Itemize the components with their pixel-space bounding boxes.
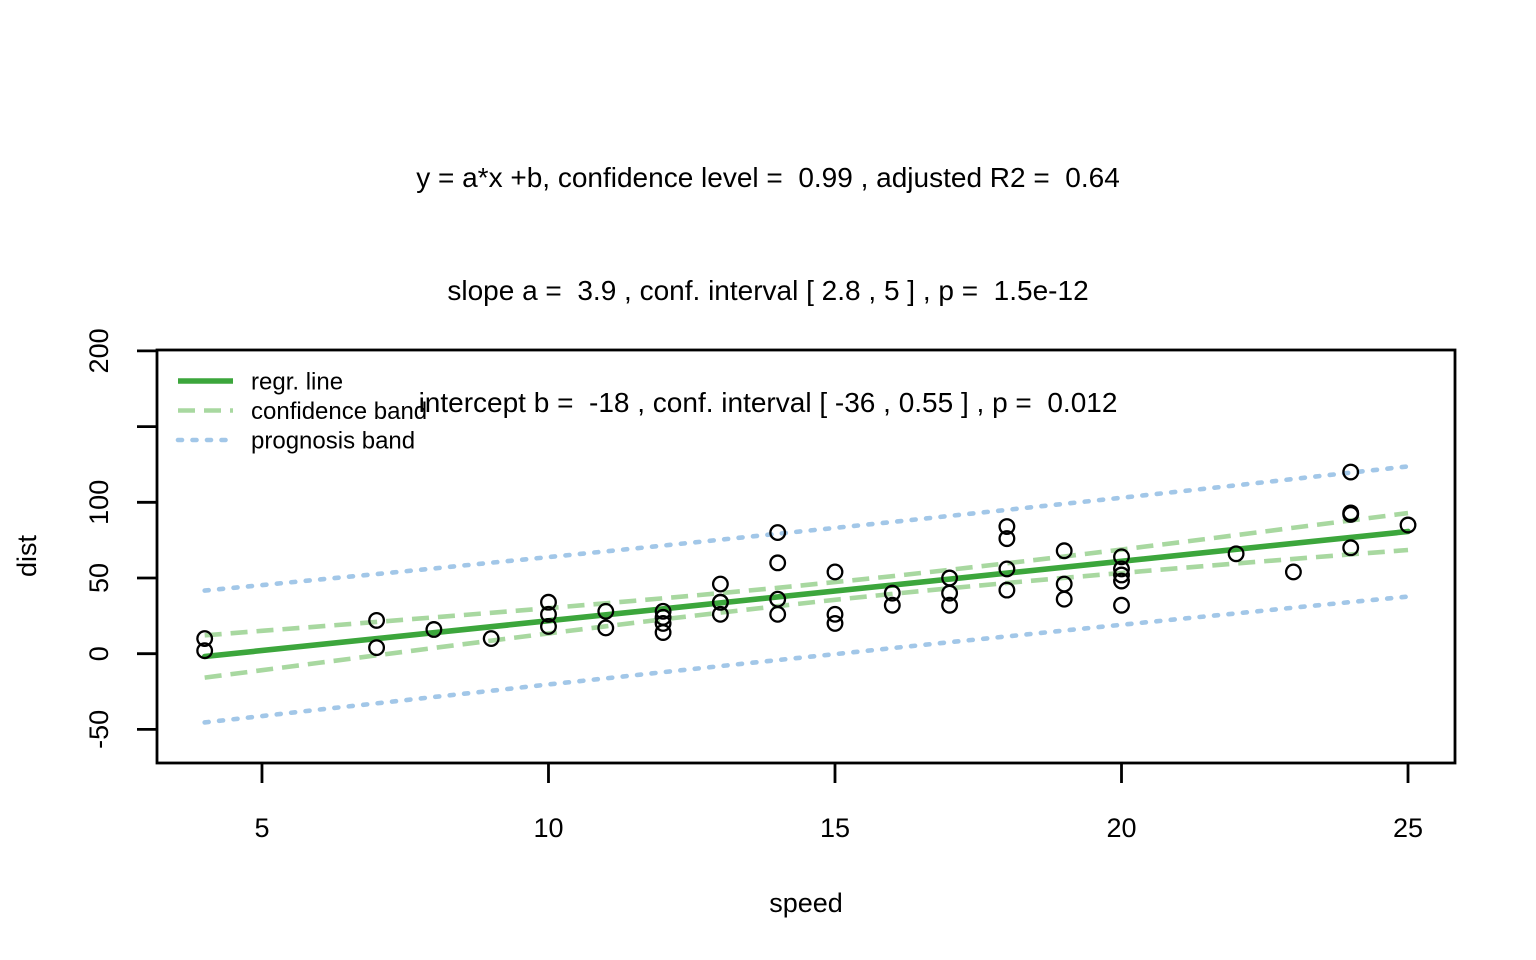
confidence-band-lower bbox=[204, 547, 1409, 680]
data-point bbox=[1342, 463, 1360, 481]
data-point bbox=[998, 581, 1016, 599]
data-point bbox=[597, 602, 615, 620]
legend-label: confidence band bbox=[251, 398, 427, 425]
band-lines bbox=[202, 464, 1411, 725]
data-point bbox=[1113, 560, 1130, 578]
regression-line bbox=[201, 528, 1411, 660]
data-point bbox=[883, 596, 901, 614]
plot-title: y = a*x +b, confidence level = 0.99 , ad… bbox=[0, 84, 1536, 497]
data-point bbox=[540, 593, 557, 611]
data-point bbox=[1055, 590, 1073, 608]
legend-label: regr. line bbox=[251, 368, 343, 395]
data-point bbox=[540, 605, 557, 623]
data-point bbox=[1342, 539, 1360, 557]
data-points bbox=[196, 463, 1417, 660]
y-tick-label: 50 bbox=[84, 563, 114, 593]
prognosis-band-lower bbox=[202, 594, 1411, 725]
legend-label: prognosis band bbox=[251, 427, 415, 454]
confidence-band-upper bbox=[204, 510, 1409, 638]
plot-frame bbox=[155, 348, 1457, 765]
data-point bbox=[711, 593, 729, 611]
axis-ticks: 5 10 15 20 25 -50 0 50 100 200 bbox=[84, 328, 1423, 843]
data-point bbox=[883, 584, 901, 602]
data-point bbox=[196, 630, 214, 648]
data-point bbox=[998, 560, 1016, 578]
x-tick-label: 20 bbox=[1106, 813, 1136, 843]
data-point bbox=[1113, 566, 1130, 584]
data-point bbox=[826, 605, 844, 623]
data-point bbox=[826, 563, 844, 581]
data-point bbox=[769, 554, 787, 572]
data-point bbox=[654, 602, 672, 620]
y-tick-label: 0 bbox=[84, 646, 114, 661]
data-point bbox=[1284, 563, 1302, 581]
data-point bbox=[1055, 542, 1073, 560]
data-point bbox=[1055, 575, 1073, 593]
x-tick-label: 10 bbox=[533, 813, 563, 843]
y-axis-label: dist bbox=[12, 535, 42, 578]
x-tick-label: 15 bbox=[820, 813, 850, 843]
data-point bbox=[769, 590, 787, 608]
x-tick-label: 25 bbox=[1393, 813, 1423, 843]
data-point bbox=[1113, 572, 1130, 590]
y-tick-label: 200 bbox=[84, 328, 114, 373]
title-line-1: y = a*x +b, confidence level = 0.99 , ad… bbox=[416, 162, 1120, 193]
data-point bbox=[1113, 548, 1130, 566]
title-line-3: intercept b = -18 , conf. interval [ -36… bbox=[418, 387, 1118, 418]
data-point bbox=[1342, 504, 1360, 522]
data-point bbox=[196, 642, 214, 660]
data-point bbox=[941, 569, 959, 587]
regression-line-group bbox=[201, 528, 1411, 660]
data-point bbox=[368, 611, 386, 629]
data-point bbox=[368, 639, 386, 657]
data-point bbox=[941, 596, 959, 614]
data-point bbox=[769, 605, 787, 623]
data-point bbox=[711, 605, 729, 623]
data-point bbox=[1227, 545, 1245, 563]
y-tick-label: -50 bbox=[84, 710, 114, 749]
data-point bbox=[482, 630, 500, 648]
data-point bbox=[425, 621, 443, 638]
data-point bbox=[826, 614, 844, 632]
data-point bbox=[998, 530, 1016, 548]
data-point bbox=[711, 575, 729, 593]
data-point bbox=[769, 524, 787, 542]
data-point bbox=[540, 617, 557, 635]
data-point bbox=[597, 619, 615, 637]
title-line-2: slope a = 3.9 , conf. interval [ 2.8 , 5… bbox=[447, 274, 1089, 306]
data-point bbox=[1399, 516, 1417, 534]
data-point bbox=[1113, 596, 1130, 614]
plot-border bbox=[155, 348, 1457, 765]
x-tick-label: 5 bbox=[254, 813, 269, 843]
y-tick-label: 100 bbox=[84, 480, 114, 525]
prognosis-band-upper bbox=[202, 464, 1411, 593]
data-point bbox=[654, 608, 672, 626]
data-point bbox=[998, 518, 1016, 535]
x-axis-label: speed bbox=[769, 888, 843, 918]
data-point bbox=[654, 614, 672, 632]
